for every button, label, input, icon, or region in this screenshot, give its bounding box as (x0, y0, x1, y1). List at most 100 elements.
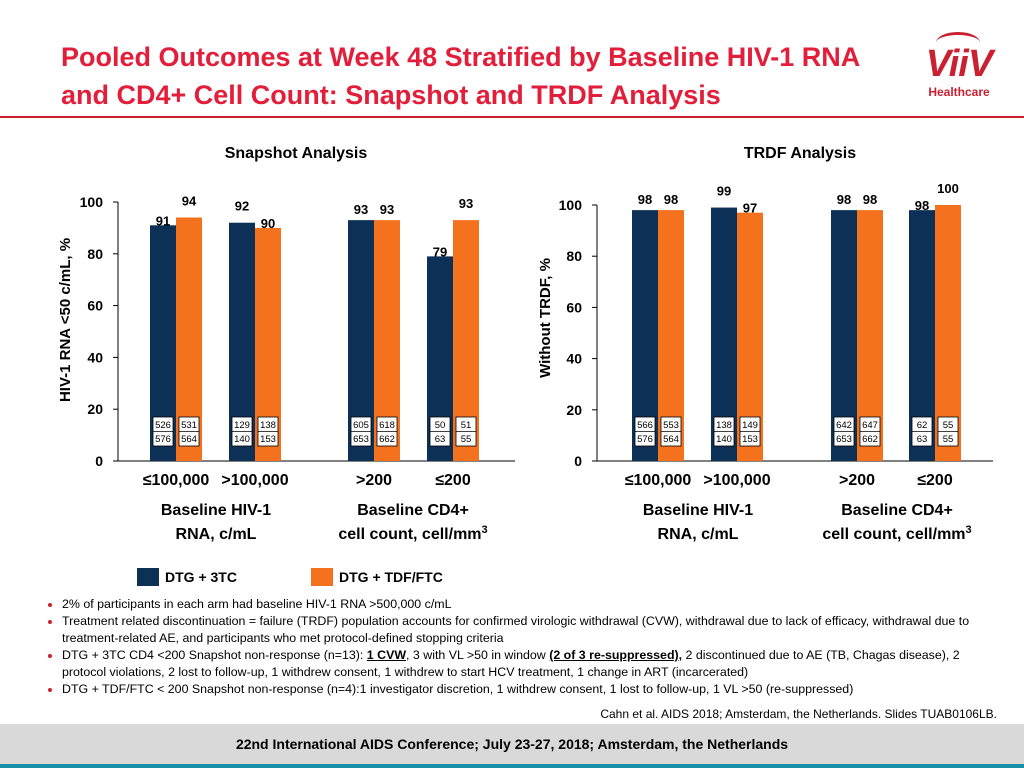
chart-0-n-total: 153 (260, 434, 276, 445)
note-2: Treatment related discontinuation = fail… (62, 613, 992, 647)
chart-0-data-label: 92 (235, 199, 249, 214)
chart-0-group-label-line1: Baseline HIV-1 (161, 502, 271, 519)
legend-swatch-dtg-tdf-ftc (311, 568, 333, 586)
chart-1-n-total: 63 (917, 434, 928, 445)
chart-1-n-value: 642 (836, 420, 852, 431)
note-1: 2% of participants in each arm had basel… (62, 596, 992, 613)
chart-1-category-label: >100,000 (703, 472, 770, 489)
group-label-text: RNA, c/mL (176, 526, 257, 543)
chart-0-category-label: >200 (356, 472, 392, 489)
chart-0-n-value: 618 (379, 420, 395, 431)
chart-0-n-value: 531 (181, 420, 197, 431)
chart-0-n-total: 55 (461, 434, 472, 445)
citation: Cahn et al. AIDS 2018; Amsterdam, the Ne… (600, 707, 997, 721)
chart-0-n-total: 564 (181, 434, 197, 445)
chart-1-group-label-line2: cell count, cell/mm3 (822, 524, 971, 543)
chart-1-tick-label: 100 (559, 197, 583, 213)
chart-0-tick-label: 20 (87, 401, 103, 417)
chart-1-n-total: 662 (862, 434, 878, 445)
chart-0-n-total: 662 (379, 434, 395, 445)
footer-text: 22nd International AIDS Conference; July… (235, 736, 789, 752)
title-line-2: and CD4+ Cell Count: Snapshot and TRDF A… (61, 80, 721, 110)
logo-sub: Healthcare (928, 85, 990, 99)
chart-1-group-label-line2: RNA, c/mL (658, 526, 739, 543)
chart-0-data-label: 93 (459, 196, 473, 211)
chart-1-n-total: 576 (637, 434, 653, 445)
viiv-logo: ViiV Healthcare (918, 30, 1000, 100)
note-3-post: 2 discontinued due to AE (TB, Chagas dis… (62, 648, 960, 679)
chart-0-tick-label: 0 (95, 453, 103, 469)
chart-1-n-total: 564 (663, 434, 679, 445)
footnotes: 2% of participants in each arm had basel… (42, 596, 992, 698)
chart-1-n-value: 138 (716, 420, 732, 431)
chart-0-n-total: 576 (155, 434, 171, 445)
note-3-cvw: 1 CVW (366, 648, 407, 662)
chart-1-tick-label: 20 (566, 402, 582, 418)
chart-1-data-label: 98 (863, 192, 877, 207)
note-4: DTG + TDF/FTC < 200 Snapshot non-respons… (62, 681, 992, 698)
chart-0-tick-label: 40 (87, 349, 103, 365)
logo-arc (936, 32, 980, 53)
charts-canvas: Snapshot Analysis HIV-1 RNA <50 c/mL, % 0 2… (57, 145, 993, 543)
chart-0-tick-label: 60 (87, 298, 103, 314)
chart-1-data-label: 97 (743, 201, 757, 216)
chart-0-data-label: 94 (182, 194, 197, 209)
chart-1-n-total: 653 (836, 434, 852, 445)
legend-label-dtg-3tc: DTG + 3TC (165, 569, 237, 585)
chart-1-n-value: 566 (637, 420, 653, 431)
note-3-mid: , 3 with VL >50 in window (406, 648, 550, 662)
chart-1-category-label: >200 (839, 472, 875, 489)
note-3-pre: DTG + 3TC CD4 <200 Snapshot non-response… (62, 648, 367, 662)
chart-1-data-label: 98 (664, 192, 678, 207)
legend-label-dtg-tdf-ftc: DTG + TDF/FTC (339, 569, 443, 585)
chart-0-n-total: 63 (435, 434, 446, 445)
chart-1-data-label: 98 (837, 192, 851, 207)
chart-0-n-value: 605 (353, 420, 369, 431)
chart-0-group-label-line1: Baseline CD4+ (357, 502, 469, 519)
title-divider (0, 116, 1024, 118)
chart-0-category-label: ≤100,000 (143, 472, 210, 489)
chart-0-data-label: 79 (433, 244, 447, 259)
chart-0-category-label: >100,000 (221, 472, 288, 489)
group-label-superscript: 3 (482, 524, 488, 536)
chart-0-data-label: 93 (354, 202, 368, 217)
chart-0-tick-label: 100 (80, 194, 104, 210)
chart-0-title: Snapshot Analysis (225, 145, 368, 162)
chart-1-n-value: 553 (663, 420, 679, 431)
chart-0-n-total: 140 (234, 434, 250, 445)
chart-1-group-label-line1: Baseline HIV-1 (643, 502, 753, 519)
chart-0-n-value: 138 (260, 420, 276, 431)
note-3: DTG + 3TC CD4 <200 Snapshot non-response… (62, 647, 992, 681)
chart-0-n-value: 526 (155, 420, 171, 431)
chart-0-data-label: 90 (261, 216, 275, 231)
chart-1-category-label: ≤200 (917, 472, 953, 489)
title-line-1: Pooled Outcomes at Week 48 Stratified by… (61, 42, 861, 72)
footer-accent (0, 764, 1024, 768)
chart-1-tick-label: 0 (574, 453, 582, 469)
chart-1-n-total: 55 (943, 434, 954, 445)
chart-0-tick-label: 80 (87, 246, 103, 262)
chart-0-n-value: 51 (461, 420, 472, 431)
chart-1-data-label: 98 (915, 198, 929, 213)
chart-0-group-label-line2: RNA, c/mL (176, 526, 257, 543)
chart-1-tick-label: 40 (566, 351, 582, 367)
chart-1-n-value: 647 (862, 420, 878, 431)
slide-title: Pooled Outcomes at Week 48 Stratified by… (61, 38, 911, 114)
chart-0-data-label: 93 (380, 202, 394, 217)
legend-swatch-dtg-3tc (137, 568, 159, 586)
group-label-text: cell count, cell/mm (338, 526, 481, 543)
chart-1-n-value: 62 (917, 420, 928, 431)
chart-1-data-label: 99 (717, 184, 731, 199)
chart-1-tick-label: 60 (566, 299, 582, 315)
chart-1-data-label: 98 (638, 192, 652, 207)
note-3-resuppressed: (2 of 3 re-suppressed), (549, 648, 683, 662)
group-label-text: RNA, c/mL (658, 526, 739, 543)
chart-0-n-value: 129 (234, 420, 250, 431)
chart-1-tick-label: 80 (566, 248, 582, 264)
chart-0-category-label: ≤200 (435, 472, 471, 489)
chart-1-n-total: 153 (742, 434, 758, 445)
chart-1-n-value: 55 (943, 420, 954, 431)
chart-1-n-total: 140 (716, 434, 732, 445)
chart-0-group-label-line2: cell count, cell/mm3 (338, 524, 487, 543)
chart-1-category-label: ≤100,000 (625, 472, 692, 489)
